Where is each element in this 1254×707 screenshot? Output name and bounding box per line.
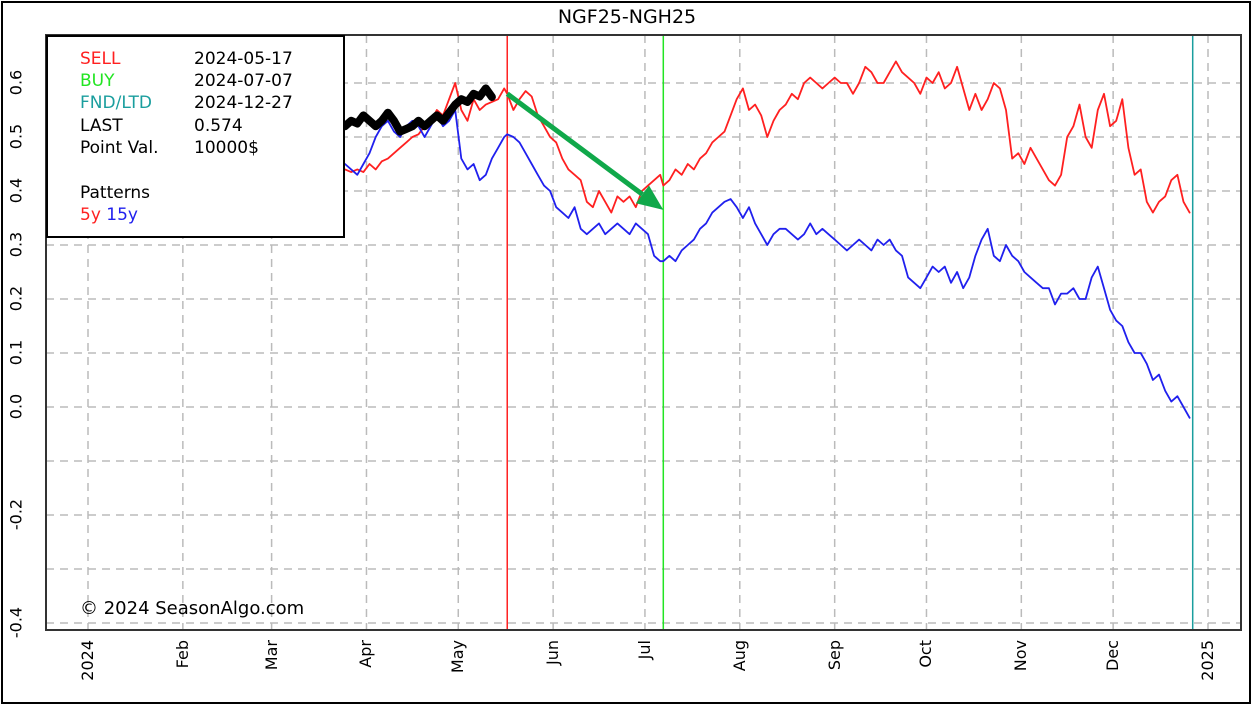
x-tick-label: Aug: [729, 640, 749, 672]
x-tick-label: Sep: [824, 640, 844, 671]
y-tick-label: 0.2: [6, 285, 26, 312]
copyright: © 2024 SeasonAlgo.com: [80, 598, 305, 619]
x-tick-label: 2025: [1198, 640, 1217, 681]
legend-last-label: LAST: [80, 116, 123, 136]
legend-fnd-value: 2024-12-27: [194, 93, 293, 113]
arrow-head-icon: [635, 185, 664, 210]
y-tick-label: 0.1: [6, 339, 26, 366]
legend-5y: 5y: [80, 205, 101, 225]
legend-sell-label: SELL: [80, 49, 121, 69]
legend-patterns-label: Patterns: [80, 183, 151, 203]
legend-buy-value: 2024-07-07: [194, 71, 293, 91]
y-tick-label: -0.2: [6, 498, 26, 531]
legend-last-value: 0.574: [194, 116, 243, 136]
y-tick-label: 0.4: [6, 177, 26, 204]
legend-buy-label: BUY: [80, 71, 115, 91]
legend-sell-value: 2024-05-17: [194, 49, 293, 69]
y-tick-label: 0.0: [6, 393, 26, 420]
legend: SELL 2024-05-17 BUY 2024-07-07 FND/LTD 2…: [46, 35, 345, 238]
y-tick-label: -0.4: [6, 606, 26, 639]
data-series: [341, 60, 1191, 419]
chart-title: NGF25-NGH25: [557, 6, 697, 28]
vertical-markers: [506, 35, 1194, 630]
series-0: [344, 60, 1191, 214]
series-2: [341, 84, 496, 136]
x-tick-label: Jul: [634, 640, 654, 660]
x-tick-label: Apr: [356, 640, 376, 668]
x-tick-label: Nov: [1011, 640, 1031, 672]
x-tick-label: Oct: [916, 640, 936, 668]
y-tick-label: 0.3: [6, 231, 26, 258]
x-tick-label: Mar: [261, 640, 281, 671]
legend-pointval-value: 10000$: [194, 138, 259, 158]
series-1: [344, 109, 1191, 419]
legend-15y: 15y: [106, 205, 138, 225]
x-tick-label: Dec: [1103, 640, 1123, 671]
x-tick-label: Feb: [172, 640, 192, 669]
x-tick-label: May: [448, 640, 468, 674]
x-tick-label: Jun: [543, 640, 563, 665]
legend-pointval-label: Point Val.: [80, 138, 159, 158]
y-tick-label: 0.5: [6, 123, 26, 150]
x-tick-label: 2024: [78, 640, 97, 681]
legend-fnd-label: FND/LTD: [80, 93, 152, 113]
plot-border: [45, 34, 1242, 631]
trade-arrow: [505, 91, 664, 210]
y-tick-label: 0.6: [6, 69, 26, 96]
legend-patterns: 5y 15y: [80, 205, 138, 225]
